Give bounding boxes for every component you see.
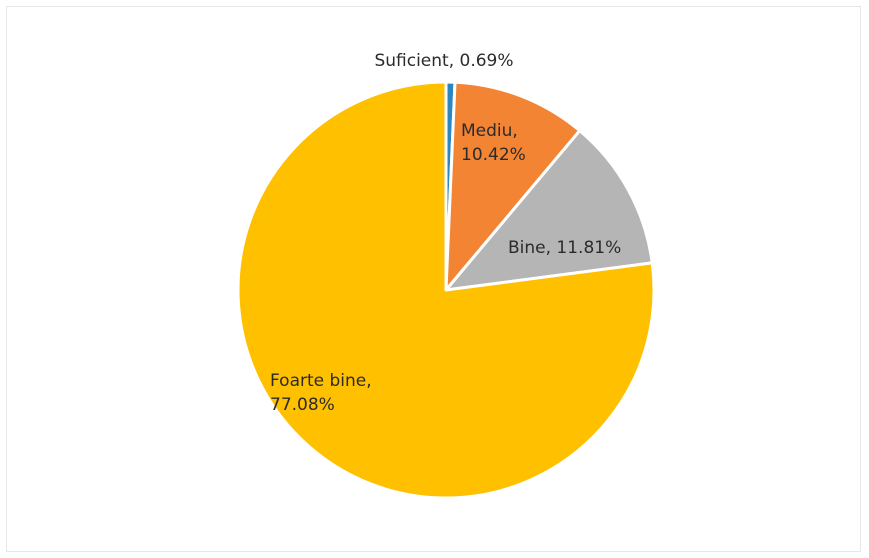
data-label-mediu: Mediu, 10.42%: [461, 121, 526, 165]
pie-slice-foarte-bine: [236, 80, 656, 500]
data-label-line: 77.08%: [270, 395, 335, 415]
pie-slice-bine: [444, 129, 654, 292]
data-label-line: Mediu,: [461, 121, 518, 141]
pie-labels: Suficient, 0.69% Mediu, 10.42% Bine, 11.81%…: [270, 51, 621, 415]
pie-slices: [236, 80, 656, 500]
pie-slice-mediu: [444, 80, 582, 292]
data-label-line: Bine, 11.81%: [508, 238, 621, 258]
data-label-line: Suficient, 0.69%: [374, 51, 513, 71]
data-label-line: 10.42%: [461, 145, 526, 165]
data-label-bine: Bine, 11.81%: [508, 238, 621, 258]
data-label-foarte-bine: Foarte bine, 77.08%: [270, 371, 372, 415]
data-label-line: Foarte bine,: [270, 371, 372, 391]
data-label-suficient: Suficient, 0.69%: [374, 51, 513, 71]
